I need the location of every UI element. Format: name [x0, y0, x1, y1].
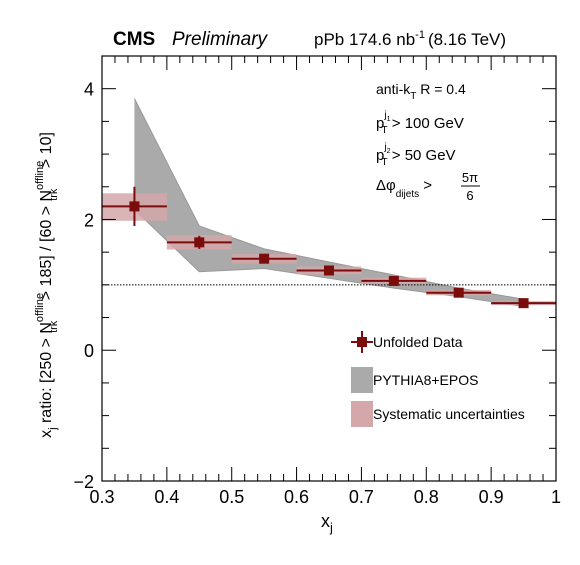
x-axis-title: xj — [321, 511, 333, 535]
x-tick-label: 0.4 — [154, 487, 179, 507]
dphi-fraction-numerator: 5π — [462, 170, 478, 185]
legend-label-syst: Systematic uncertainties — [373, 406, 525, 422]
data-point-6 — [518, 298, 529, 309]
legend-syst-swatch — [351, 401, 373, 427]
dijet-dphi-cut: Δφdijets > — [376, 177, 432, 200]
x-tick-label: 1 — [551, 487, 561, 507]
data-point-0 — [129, 201, 140, 212]
data-point-5 — [453, 287, 464, 298]
data-point-4 — [388, 275, 399, 286]
data-point-2 — [259, 253, 270, 264]
x-tick-label: 0.5 — [219, 487, 244, 507]
status-label: Preliminary — [172, 29, 269, 50]
y-tick-label: 0 — [84, 341, 94, 361]
x-tick-label: 0.8 — [414, 487, 439, 507]
data-point-3 — [324, 265, 334, 276]
x-tick-label: 0.3 — [89, 487, 114, 507]
data-point-1 — [194, 237, 205, 248]
jet-algorithm-label: anti-kT R = 0.4 — [376, 81, 466, 102]
experiment-label: CMS — [113, 29, 155, 50]
leading-jet-pt-cut: pj1 T > 100 GeV — [376, 110, 464, 136]
dphi-fraction-denominator: 6 — [466, 188, 473, 203]
x-tick-label: 0.7 — [349, 487, 374, 507]
y-tick-label: 4 — [84, 80, 94, 100]
legend-data-marker — [357, 337, 367, 347]
subleading-jet-pt-cut: pj2 T > 50 GeV — [376, 142, 456, 168]
plot-frame — [101, 55, 557, 482]
y-tick-label: 2 — [84, 210, 94, 230]
legend-label-model: PYTHIA8+EPOS — [373, 372, 478, 388]
annotation-block: anti-kT R = 0.4 pj1 T > 100 GeV pj2 T > 50… — [376, 81, 480, 203]
luminosity-label: pPb 174.6 nb-1 (8.16 TeV) — [314, 29, 506, 49]
x-tick-label: 0.9 — [479, 487, 504, 507]
plot-area: 0.3 0.4 0.5 0.6 0.7 0.8 0.9 1 −2 0 2 4 — [73, 55, 561, 507]
y-tick-label: −2 — [73, 472, 94, 492]
legend-model-swatch — [351, 367, 373, 393]
x-tick-label: 0.6 — [284, 487, 309, 507]
legend-label-data: Unfolded Data — [373, 334, 463, 350]
legend: Unfolded Data PYTHIA8+EPOS Systematic un… — [351, 331, 525, 427]
y-axis-title: xj ratio: [250 > Nofflinetrk > 185] / [6… — [34, 132, 60, 438]
